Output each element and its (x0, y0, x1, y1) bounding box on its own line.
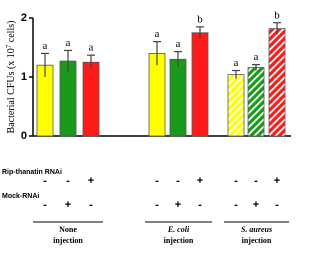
treatment-sign: - (43, 175, 47, 187)
group-label: injection (164, 236, 194, 245)
y-label-part: Bacterial CFUs (x 10 (6, 48, 17, 133)
bar (59, 60, 77, 137)
treatment-label: Rip-thanatin RNAi (2, 169, 62, 176)
significance-letter: a (89, 42, 94, 54)
treatment-sign: + (197, 175, 203, 187)
bar (227, 74, 245, 137)
treatment-sign: - (89, 199, 93, 211)
treatment-sign: - (198, 199, 202, 211)
significance-letter: a (66, 37, 71, 49)
treatment-sign: + (274, 175, 280, 187)
group-label: injection (242, 236, 272, 245)
significance-letter: a (254, 51, 259, 63)
y-tick-label: 2 (21, 12, 27, 24)
bar (247, 67, 265, 137)
treatment-sign: + (65, 199, 71, 211)
significance-letter: a (155, 28, 160, 40)
significance-letter: b (197, 13, 203, 25)
significance-letter: b (274, 9, 280, 21)
y-label-sup: 7 (5, 44, 13, 48)
significance-letter: a (234, 57, 239, 69)
treatment-sign: + (253, 199, 259, 211)
significance-letter: a (176, 38, 181, 50)
treatment-sign: + (88, 175, 94, 187)
treatment-label: Mock-RNAi (2, 193, 39, 200)
group-label: None (59, 225, 77, 234)
y-label-part: cells) (6, 21, 17, 45)
chart: Bacterial CFUs (x 107 cells) 0 1 2 a a a None i… (2, 9, 291, 245)
treatment-sign: - (66, 175, 70, 187)
bar (148, 53, 166, 137)
treatment-sign: - (155, 199, 159, 211)
treatment-sign: - (176, 175, 180, 187)
treatment-sign: - (155, 175, 159, 187)
significance-letter: a (43, 40, 48, 52)
treatment-sign: + (175, 199, 181, 211)
group-label: injection (53, 236, 83, 245)
bar (82, 61, 100, 137)
group-label: S. aureus (241, 225, 272, 234)
treatment-sign: - (275, 199, 279, 211)
bar (268, 28, 286, 137)
y-tick-label: 0 (21, 130, 27, 142)
treatment-sign: - (234, 175, 238, 187)
y-tick-label: 1 (21, 71, 27, 83)
treatment-sign: - (43, 199, 47, 211)
bar (191, 32, 209, 137)
treatment-sign: - (234, 199, 238, 211)
group-label: E. coli (167, 225, 190, 234)
treatment-sign: - (254, 175, 258, 187)
bar (169, 58, 187, 137)
y-axis-label: Bacterial CFUs (x 107 cells) (5, 21, 18, 134)
